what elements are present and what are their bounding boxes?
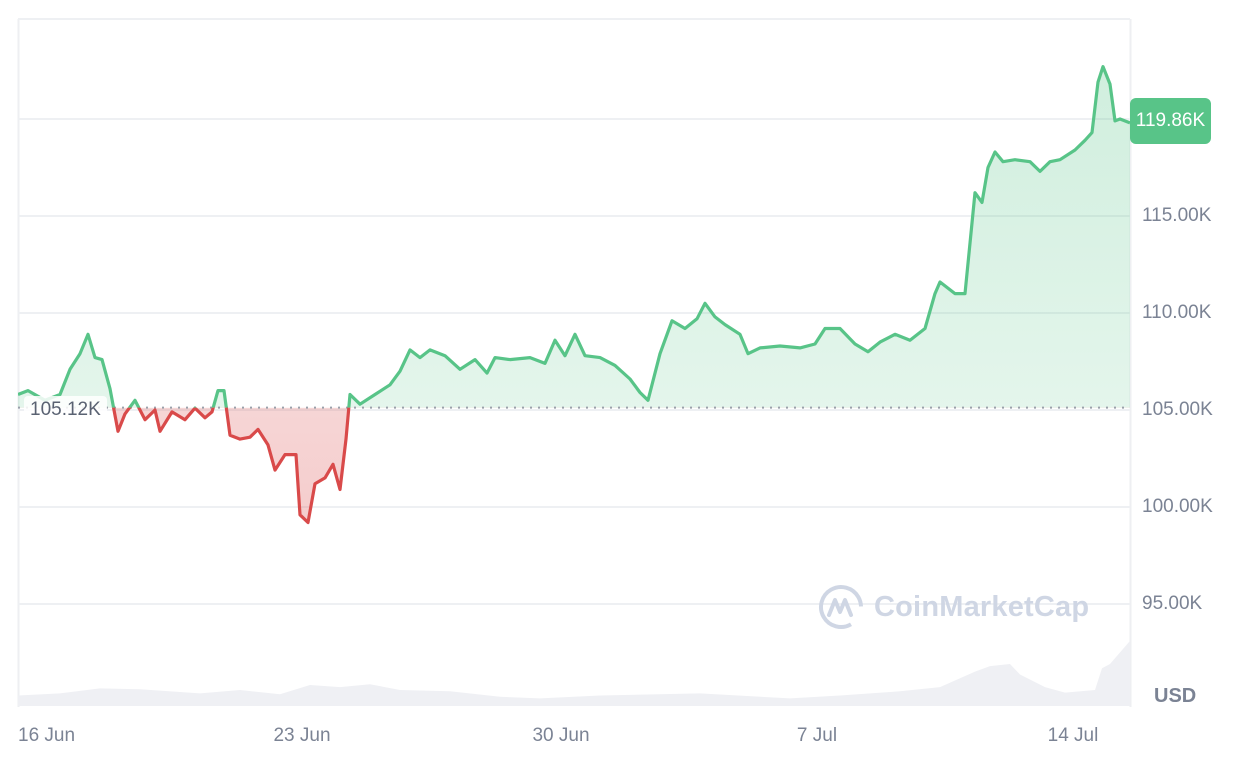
y-tick-label: 100.00K bbox=[1142, 496, 1213, 517]
x-tick-label: 30 Jun bbox=[532, 725, 590, 746]
watermark: CoinMarketCap bbox=[818, 584, 1089, 630]
x-tick-label: 14 Jul bbox=[1047, 725, 1099, 746]
y-tick-label: 95.00K bbox=[1142, 593, 1203, 614]
x-tick-label: 7 Jul bbox=[796, 725, 838, 746]
x-tick-label: 23 Jun bbox=[273, 725, 331, 746]
current-price-badge: 119.86K bbox=[1130, 98, 1211, 144]
watermark-text: CoinMarketCap bbox=[874, 590, 1090, 623]
baseline-price-label: 105.12K bbox=[24, 396, 107, 424]
volume-area bbox=[18, 640, 1130, 706]
y-tick-label: 115.00K bbox=[1142, 205, 1212, 226]
y-tick-label: 105.00K bbox=[1142, 399, 1213, 420]
y-tick-label: 110.00K bbox=[1142, 302, 1212, 323]
currency-label: USD bbox=[1154, 685, 1197, 707]
x-tick-label: 16 Jun bbox=[18, 725, 76, 746]
price-area bbox=[18, 65, 1130, 525]
coinmarketcap-logo-icon bbox=[819, 585, 863, 629]
